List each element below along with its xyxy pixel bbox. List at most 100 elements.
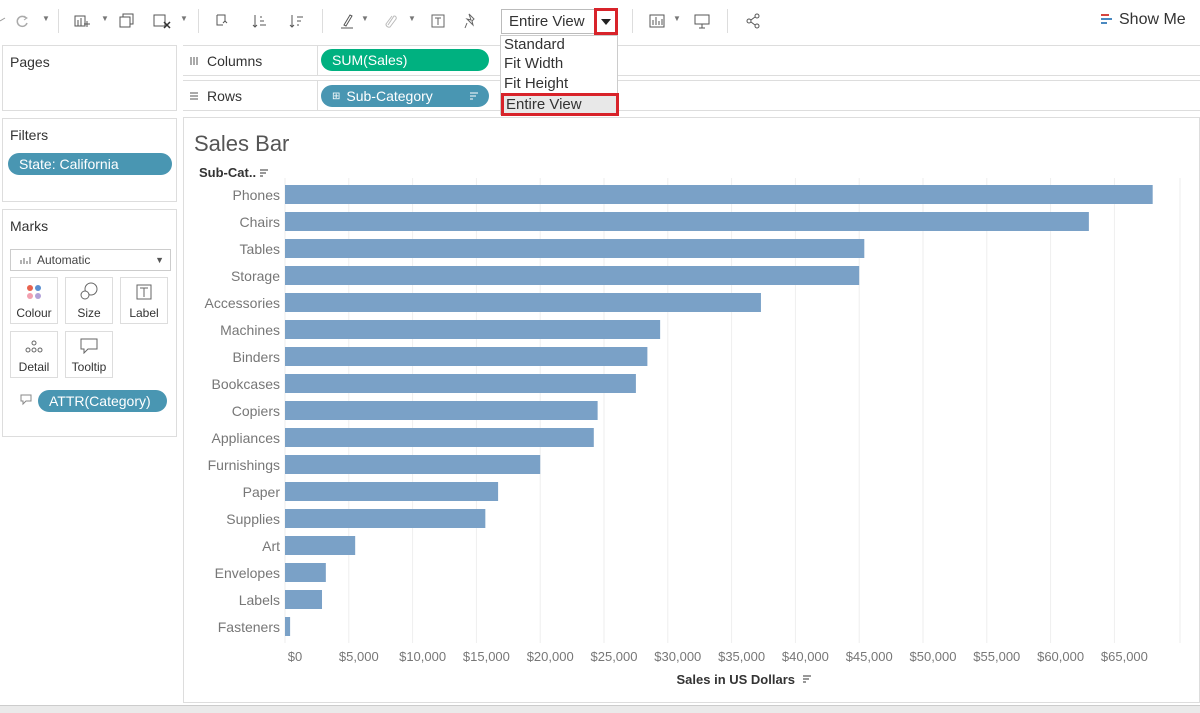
x-tick-label: $35,000 — [718, 649, 765, 664]
marks-field-pill[interactable]: ATTR(Category) — [38, 390, 167, 412]
rows-shelf[interactable]: Rows ⊞ Sub-Category — [183, 80, 1200, 111]
new-datasource-caret[interactable]: ▼ — [101, 14, 109, 23]
redo-icon[interactable] — [14, 11, 30, 31]
pages-card[interactable]: Pages — [2, 45, 177, 111]
swap-icon[interactable] — [213, 11, 233, 31]
sort-asc-icon[interactable] — [249, 11, 269, 31]
highlight-icon[interactable] — [337, 11, 357, 31]
rows-pill-subcategory[interactable]: ⊞ Sub-Category — [321, 85, 489, 107]
y-category-label[interactable]: Copiers — [232, 403, 280, 419]
columns-icon — [190, 56, 198, 65]
columns-shelf-label: Columns — [183, 46, 318, 75]
undo-icon[interactable] — [0, 11, 6, 31]
bar-copiers[interactable] — [285, 401, 598, 420]
bar-bookcases[interactable] — [285, 374, 636, 393]
y-category-label[interactable]: Accessories — [205, 295, 280, 311]
y-category-label[interactable]: Machines — [220, 322, 280, 338]
y-category-label[interactable]: Envelopes — [215, 565, 280, 581]
bar-accessories[interactable] — [285, 293, 761, 312]
group-icon[interactable] — [381, 11, 401, 31]
x-tick-label: $25,000 — [591, 649, 638, 664]
y-category-label[interactable]: Phones — [233, 187, 280, 203]
clear-sheet-caret[interactable]: ▼ — [180, 14, 188, 23]
marks-colour-button[interactable]: Colour — [10, 277, 58, 324]
marks-size-button[interactable]: Size — [65, 277, 113, 324]
bar-furnishings[interactable] — [285, 455, 541, 474]
sort-desc-icon[interactable] — [286, 11, 306, 31]
bar-storage[interactable] — [285, 266, 860, 285]
y-category-label[interactable]: Labels — [239, 592, 280, 608]
x-tick-label: $40,000 — [782, 649, 829, 664]
pages-title: Pages — [10, 54, 50, 70]
marks-card: Marks Automatic ▼ Colour Size Label Deta… — [2, 209, 177, 437]
bar-binders[interactable] — [285, 347, 648, 366]
chart-title: Sales Bar — [194, 131, 290, 156]
toolbar-separator — [632, 9, 633, 33]
clear-sheet-icon[interactable] — [152, 11, 172, 31]
new-datasource-icon[interactable] — [72, 11, 92, 31]
row-header[interactable]: Sub-Cat.. — [199, 165, 256, 180]
x-axis-title[interactable]: Sales in US Dollars — [677, 672, 796, 687]
bar-chart-caret[interactable]: ▼ — [673, 14, 681, 23]
x-tick-label: $65,000 — [1101, 649, 1148, 664]
view-size-dropdown-button[interactable] — [594, 8, 618, 35]
x-tick-label: $20,000 — [527, 649, 574, 664]
duplicate-sheet-icon[interactable] — [117, 11, 137, 31]
y-category-label[interactable]: Art — [262, 538, 280, 554]
sort-icon[interactable] — [260, 169, 268, 177]
y-category-label[interactable]: Paper — [243, 484, 281, 500]
mark-type-select[interactable]: Automatic ▼ — [10, 249, 171, 271]
show-me-button[interactable]: Show Me — [1101, 11, 1186, 29]
x-tick-label: $30,000 — [654, 649, 701, 664]
bar-chairs[interactable] — [285, 212, 1089, 231]
label-icon[interactable] — [428, 11, 448, 31]
bar-supplies[interactable] — [285, 509, 486, 528]
x-tick-label: $0 — [288, 649, 302, 664]
pin-icon[interactable] — [461, 11, 481, 31]
toolbar-separator — [58, 9, 59, 33]
x-tick-label: $5,000 — [339, 649, 379, 664]
filters-card[interactable]: Filters State: California — [2, 118, 177, 202]
bar-art[interactable] — [285, 536, 356, 555]
y-category-label[interactable]: Supplies — [226, 511, 280, 527]
dropdown-item-entire-view[interactable]: Entire View — [501, 93, 619, 116]
bar-fasteners[interactable] — [285, 617, 291, 636]
bar-labels[interactable] — [285, 590, 323, 609]
bar-tables[interactable] — [285, 239, 865, 258]
marks-label-button[interactable]: Label — [120, 277, 168, 324]
y-category-label[interactable]: Fasteners — [218, 619, 280, 635]
redo-menu-caret[interactable]: ▼ — [42, 14, 50, 23]
status-bar — [0, 705, 1200, 713]
share-icon[interactable] — [743, 11, 763, 31]
presentation-icon[interactable] — [692, 11, 712, 31]
y-category-label[interactable]: Storage — [231, 268, 280, 284]
group-caret[interactable]: ▼ — [408, 14, 416, 23]
bar-chart-icon[interactable] — [647, 11, 667, 31]
columns-shelf[interactable]: Columns SUM(Sales) — [183, 45, 1200, 76]
y-category-label[interactable]: Bookcases — [212, 376, 280, 392]
bar-phones[interactable] — [285, 185, 1153, 204]
y-category-label[interactable]: Binders — [233, 349, 280, 365]
bar-appliances[interactable] — [285, 428, 594, 447]
chart-view: Sales Bar Sub-Cat.. Phones Chairs Tables St… — [183, 117, 1200, 703]
dropdown-item-fit-width[interactable]: Fit Width — [504, 55, 564, 72]
marks-tooltip-button[interactable]: Tooltip — [65, 331, 113, 378]
columns-pill-sales[interactable]: SUM(Sales) — [321, 49, 489, 71]
y-category-label[interactable]: Tables — [240, 241, 280, 257]
dropdown-item-standard[interactable]: Standard — [504, 36, 565, 53]
bar-machines[interactable] — [285, 320, 661, 339]
bar-envelopes[interactable] — [285, 563, 326, 582]
y-category-label[interactable]: Furnishings — [208, 457, 280, 473]
size-icon — [80, 282, 98, 300]
y-category-label[interactable]: Appliances — [212, 430, 281, 446]
filter-pill-state[interactable]: State: California — [8, 153, 172, 175]
y-category-label[interactable]: Chairs — [240, 214, 280, 230]
x-tick-label: $45,000 — [846, 649, 893, 664]
dropdown-item-fit-height[interactable]: Fit Height — [504, 75, 569, 92]
highlight-caret[interactable]: ▼ — [361, 14, 369, 23]
detail-icon — [25, 340, 43, 353]
marks-detail-button[interactable]: Detail — [10, 331, 58, 378]
filters-title: Filters — [10, 127, 49, 143]
sort-icon[interactable] — [803, 675, 811, 683]
bar-paper[interactable] — [285, 482, 499, 501]
